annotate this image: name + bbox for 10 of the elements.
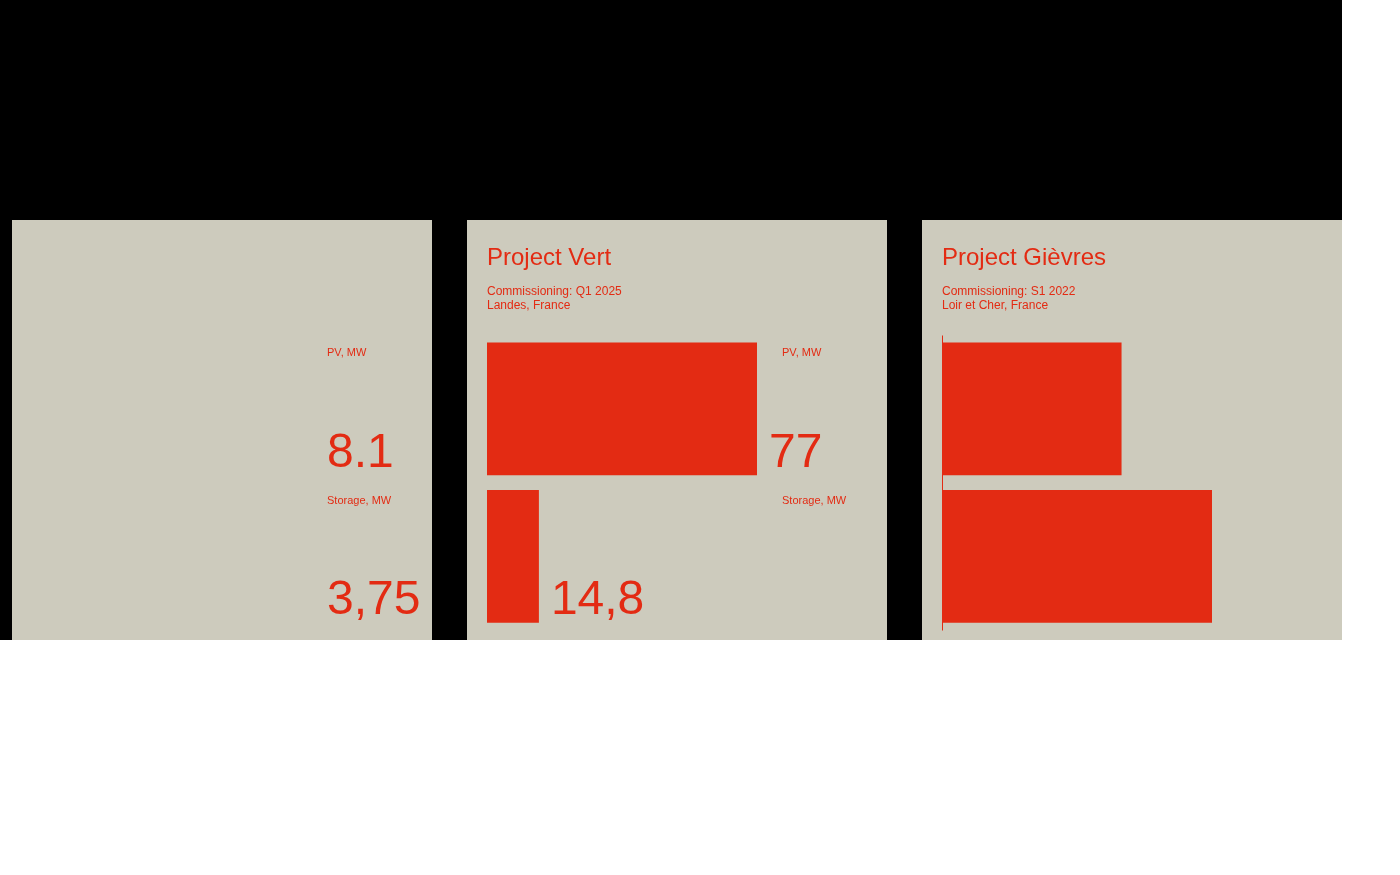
text: PV, MW	[327, 346, 367, 358]
text: 3,75	[327, 571, 421, 624]
text: 8.1	[327, 423, 394, 477]
chart-subtitle: Commissioning: Q1 2025 Landes, France	[487, 284, 623, 312]
data-label: 14,8	[550, 571, 645, 624]
chart-title: Project Vert	[487, 243, 612, 270]
data-label: 77	[769, 423, 823, 477]
text: Storage, MW	[327, 493, 392, 506]
chart-subtitle: Commissioning: S1 2022 Loir et Cher, France	[942, 284, 1076, 312]
chart-title: Project Gièvres	[942, 243, 1107, 270]
